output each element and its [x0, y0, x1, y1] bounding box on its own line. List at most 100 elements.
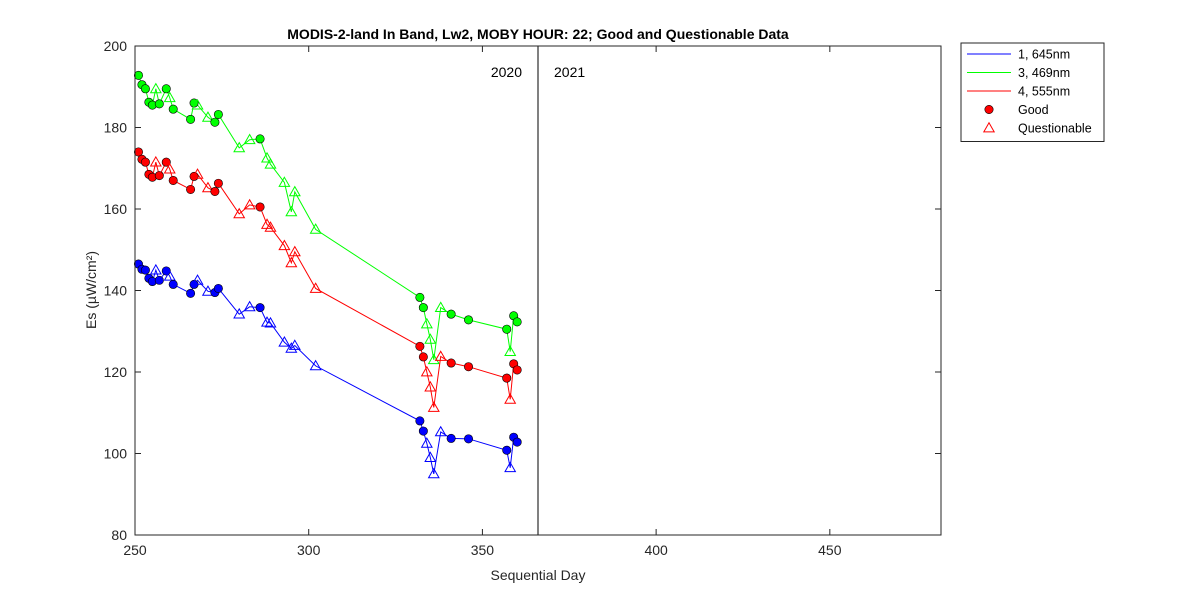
data-point-good: [464, 362, 474, 372]
data-point-good: [168, 175, 178, 185]
data-point-good: [502, 324, 512, 334]
data-point-questionable: [288, 185, 301, 197]
data-point-questionable: [243, 133, 256, 145]
data-point-questionable: [264, 316, 277, 328]
data-point-good: [186, 114, 196, 124]
data-point-good: [464, 315, 474, 325]
legend-label: 3, 469nm: [1018, 66, 1070, 80]
data-point-good: [446, 309, 456, 319]
data-point-questionable: [427, 401, 440, 412]
data-point-good: [512, 317, 522, 327]
x-tick-label: 350: [471, 542, 495, 558]
legend: 1, 645nm 3, 469nm 4, 555nm Good Questionable: [960, 42, 1105, 142]
y-tick-label: 100: [104, 446, 128, 462]
data-point-good: [133, 70, 143, 80]
data-point-good: [133, 147, 143, 157]
data-point-good: [418, 303, 428, 313]
data-point-questionable: [427, 467, 440, 479]
data-point-questionable: [285, 205, 298, 217]
data-point-good: [161, 157, 171, 167]
data-point-good: [512, 437, 522, 447]
data-point-good: [140, 84, 150, 94]
data-point-good: [168, 279, 178, 289]
y-tick-label: 120: [104, 364, 128, 380]
data-point-questionable: [288, 245, 301, 257]
data-point-questionable: [420, 317, 433, 329]
data-point-questionable: [163, 162, 176, 174]
data-point-questionable: [163, 270, 176, 281]
data-point-questionable: [434, 301, 447, 313]
data-point-good: [161, 84, 171, 94]
annotation-layer: 2020 2021: [491, 46, 585, 535]
data-point-good: [154, 275, 164, 285]
data-point-questionable: [191, 168, 204, 179]
data-point-good: [255, 134, 265, 144]
data-point-good: [140, 157, 150, 167]
data-point-questionable: [424, 333, 437, 344]
data-point-questionable: [191, 274, 204, 285]
axes-layer: [134, 45, 942, 536]
data-point-questionable: [233, 307, 246, 319]
data-point-questionable: [243, 300, 256, 312]
data-point-good: [154, 99, 164, 109]
y-tick-label: 80: [111, 527, 127, 543]
data-point-questionable: [309, 282, 322, 293]
data-point-questionable: [420, 437, 433, 448]
data-point-good: [213, 109, 223, 119]
y-axis-label: Es (µW/cm²): [83, 251, 99, 329]
data-point-questionable: [288, 339, 301, 350]
data-point-questionable: [504, 461, 517, 473]
data-point-good: [186, 288, 196, 298]
year-label-left: 2020: [491, 64, 522, 80]
data-point-questionable: [285, 342, 298, 353]
data-point-good: [213, 178, 223, 188]
data-point-questionable: [309, 359, 322, 371]
data-point-questionable: [278, 239, 291, 251]
data-point-questionable: [149, 263, 162, 275]
series-1: [133, 259, 522, 479]
series-3: [133, 147, 522, 412]
data-point-questionable: [504, 393, 517, 404]
data-point-questionable: [504, 345, 517, 357]
legend-entry: Questionable: [982, 122, 1092, 136]
data-point-questionable: [243, 198, 256, 210]
x-tick-label: 250: [123, 542, 147, 558]
x-tick-label: 450: [818, 542, 842, 558]
data-point-good: [464, 434, 474, 444]
data-point-questionable: [424, 451, 437, 462]
data-point-questionable: [149, 155, 162, 167]
data-point-questionable: [285, 256, 298, 268]
legend-label: Good: [1018, 103, 1049, 117]
data-point-questionable: [278, 176, 291, 187]
x-tick-label: 300: [297, 542, 321, 558]
data-point-good: [213, 283, 223, 293]
series-2: [133, 70, 522, 365]
data-point-good: [415, 341, 425, 351]
y-tick-label: 160: [104, 201, 128, 217]
data-point-questionable: [420, 365, 433, 377]
x-axis-label: Sequential Day: [491, 567, 586, 583]
data-point-questionable: [163, 91, 176, 103]
data-point-questionable: [424, 380, 437, 392]
chart-title: MODIS-2-land In Band, Lw2, MOBY HOUR: 22…: [287, 26, 789, 42]
data-point-questionable: [309, 223, 322, 234]
data-point-questionable: [260, 316, 274, 327]
data-point-questionable: [233, 207, 246, 219]
data-point-questionable: [201, 181, 215, 193]
data-point-good: [446, 358, 456, 368]
data-point-questionable: [191, 98, 204, 110]
data-point-questionable: [201, 285, 215, 296]
data-point-good: [418, 352, 428, 362]
legend-label: 1, 645nm: [1018, 48, 1070, 62]
legend-label: 4, 555nm: [1018, 85, 1070, 99]
data-point-good: [210, 186, 220, 196]
data-point-questionable: [434, 350, 447, 361]
data-point-questionable: [434, 425, 447, 437]
legend-circle-swatch: [984, 105, 994, 115]
data-point-good: [189, 171, 199, 181]
data-point-good: [418, 426, 428, 436]
data-point-questionable: [260, 151, 274, 163]
data-point-questionable: [149, 82, 162, 94]
data-point-good: [512, 365, 522, 375]
